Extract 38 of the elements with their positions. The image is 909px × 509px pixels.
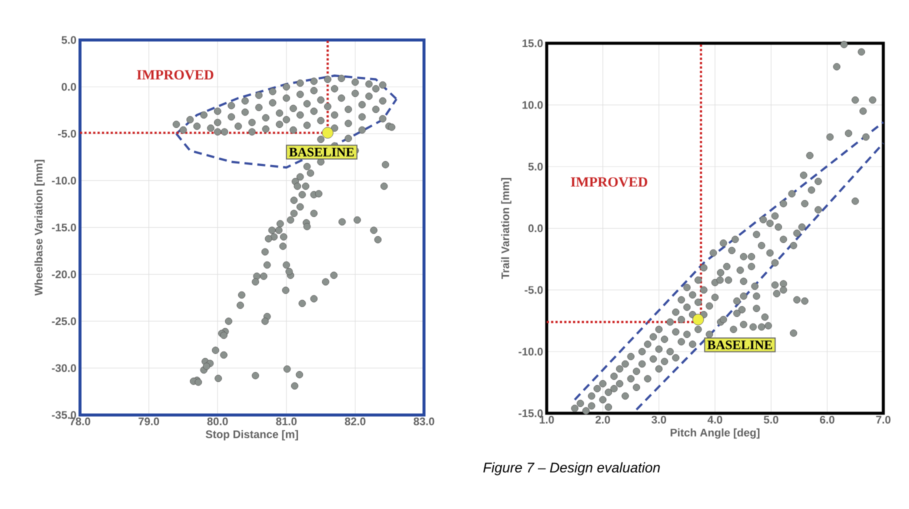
x-axis-title: Pitch Angle [deg] — [670, 428, 760, 439]
y-tick-label: -5.0 — [524, 286, 543, 294]
y-tick-label: -10.0 — [518, 348, 543, 356]
caption: Figure 7 – Design evaluation — [483, 462, 660, 476]
x-tick-label: 83.0 — [414, 418, 434, 426]
y-tick-label: 5.0 — [62, 36, 76, 44]
annotation: BASELINE — [707, 340, 772, 350]
x-tick-label: 5.0 — [764, 416, 778, 424]
x-tick-label: 4.0 — [708, 416, 722, 424]
y-tick-label: 10.0 — [522, 101, 543, 109]
y-tick-label: -15.0 — [52, 224, 76, 232]
x-tick-label: 6.0 — [820, 416, 834, 424]
annotation: BASELINE — [289, 148, 354, 156]
y-tick-label: -15.0 — [518, 409, 543, 418]
x-tick-label: 1.0 — [540, 416, 554, 424]
y-axis-title: Trail Variation [mm] — [501, 178, 512, 280]
x-axis-title: Stop Distance [m] — [206, 430, 298, 440]
x-tick-label: 2.0 — [596, 416, 610, 424]
y-tick-label: 0.0 — [62, 82, 76, 91]
x-tick-label: 7.0 — [876, 416, 890, 424]
y-tick-label: -35.0 — [52, 411, 76, 419]
x-tick-label: 3.0 — [652, 416, 666, 424]
y-tick-label: -20.0 — [52, 270, 76, 278]
y-axis-title: Wheelbase Variation [mm] — [34, 160, 45, 296]
y-tick-label: -5.0 — [58, 130, 76, 138]
x-tick-label: 82.0 — [344, 418, 366, 426]
x-tick-label: 79.0 — [138, 418, 160, 426]
x-tick-label: 80.0 — [207, 418, 228, 426]
y-tick-label: -30.0 — [52, 364, 76, 372]
y-tick-label: 15.0 — [522, 39, 543, 48]
y-tick-label: -10.0 — [52, 176, 76, 184]
x-tick-label: 81.0 — [276, 418, 297, 426]
x-tick-label: 78.0 — [70, 418, 90, 426]
y-tick-label: 0.0 — [528, 224, 543, 232]
annotation: IMPROVED — [570, 177, 648, 187]
y-tick-label: 5.0 — [528, 162, 543, 171]
y-tick-label: -25.0 — [52, 317, 76, 326]
annotation: IMPROVED — [136, 70, 214, 80]
